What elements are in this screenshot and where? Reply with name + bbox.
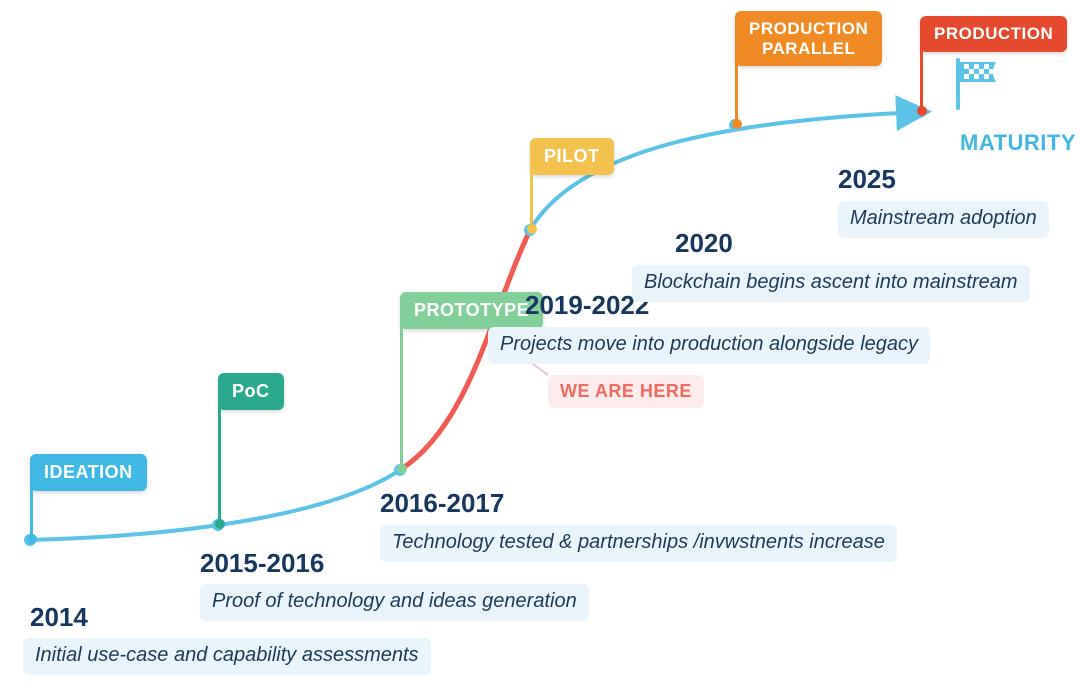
maturity-flag-icon — [950, 56, 1006, 112]
milestone-year: 2019-2022 — [525, 290, 649, 321]
flag-pole — [30, 472, 33, 540]
flag-pole — [218, 391, 221, 525]
flag-pole — [735, 29, 738, 125]
flag-pole — [530, 156, 533, 230]
timeline-stage: IDEATION PoC PROTOTYPE PILOT PRODUCTION PARA… — [0, 0, 1080, 696]
milestone-desc: Projects move into production alongside … — [488, 327, 930, 364]
milestone-year: 2015-2016 — [200, 548, 324, 579]
milestone-desc: Mainstream adoption — [838, 201, 1049, 238]
stage-flag-poc: PoC — [218, 373, 284, 410]
we-are-here-label: WE ARE HERE — [548, 375, 704, 408]
maturity-label: MATURITY — [960, 130, 1076, 156]
stage-label: PRODUCTION PARALLEL — [735, 11, 882, 66]
we-are-here-text: WE ARE HERE — [560, 381, 692, 401]
stage-flag-prod-parallel: PRODUCTION PARALLEL — [735, 11, 882, 66]
stage-flag-ideation: IDEATION — [30, 454, 147, 491]
flag-pole — [400, 310, 403, 470]
milestone-desc: Initial use-case and capability assessme… — [23, 638, 431, 675]
flag-pole — [920, 34, 923, 112]
milestone-desc: Proof of technology and ideas generation — [200, 584, 589, 621]
stage-label: PROTOTYPE — [400, 292, 543, 329]
milestone-desc: Blockchain begins ascent into mainstream — [632, 265, 1030, 302]
stage-label: PoC — [218, 373, 284, 410]
milestone-year: 2016-2017 — [380, 488, 504, 519]
milestone-year: 2020 — [675, 228, 733, 259]
milestone-year: 2014 — [30, 602, 88, 633]
milestone-desc: Technology tested & partnerships /invwst… — [380, 525, 897, 562]
milestone-year: 2025 — [838, 164, 896, 195]
stage-flag-production: PRODUCTION — [920, 16, 1067, 52]
stage-label: PILOT — [530, 138, 614, 175]
stage-label: IDEATION — [30, 454, 147, 491]
stage-label: PRODUCTION — [920, 16, 1067, 52]
maturity-text: MATURITY — [960, 130, 1076, 155]
stage-flag-prototype: PROTOTYPE — [400, 292, 543, 329]
stage-flag-pilot: PILOT — [530, 138, 614, 175]
